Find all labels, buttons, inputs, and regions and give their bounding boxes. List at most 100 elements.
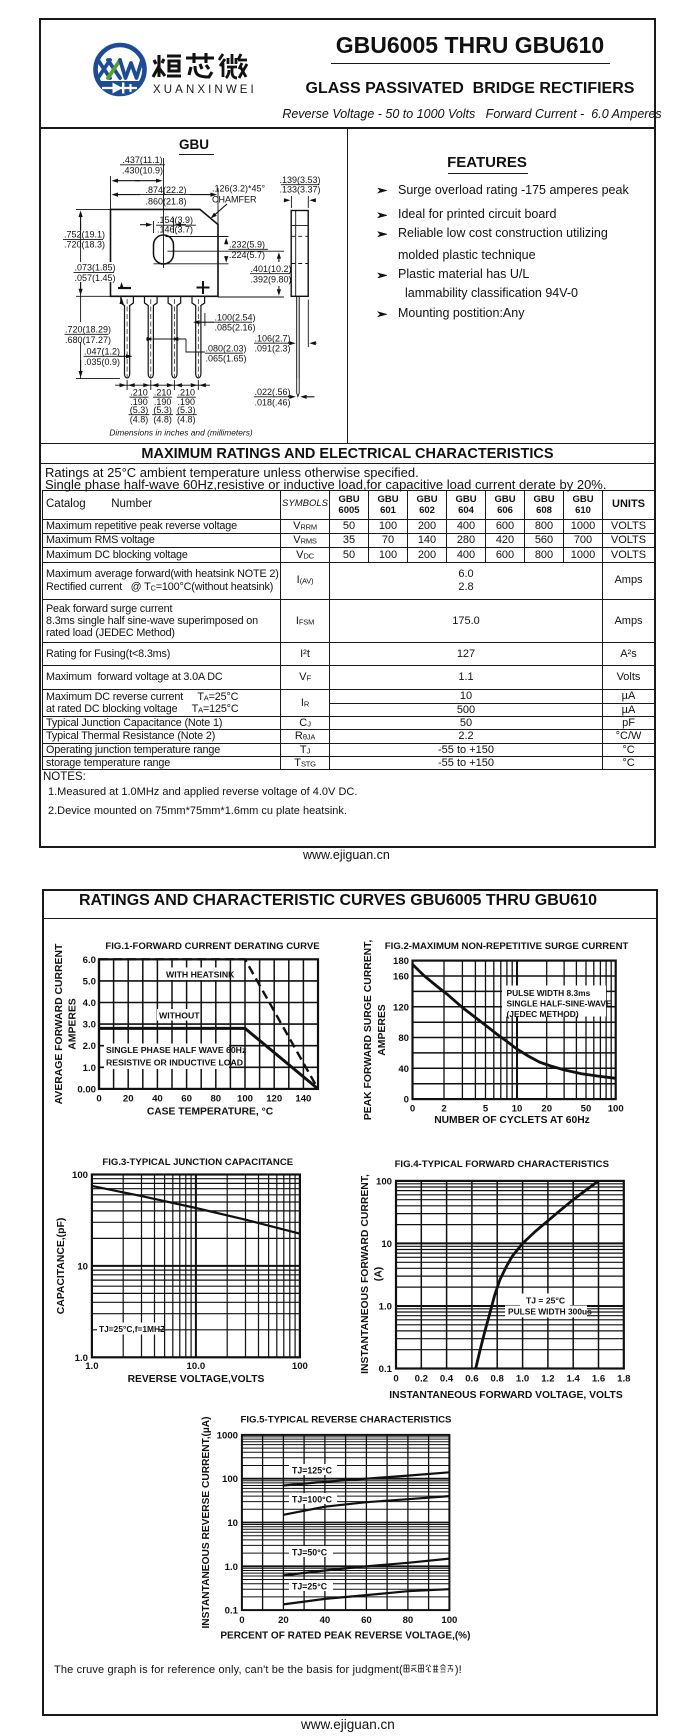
svg-text:0: 0 (393, 1374, 398, 1385)
svg-text:.065(1.65): .065(1.65) (206, 354, 247, 364)
svg-text:20: 20 (278, 1615, 289, 1626)
svg-text:(JEDEC METHOD): (JEDEC METHOD) (507, 1009, 579, 1019)
svg-text:100: 100 (608, 1104, 624, 1115)
svg-text:.057(1.45): .057(1.45) (75, 273, 116, 283)
svg-text:.232(5.9): .232(5.9) (229, 240, 265, 250)
svg-text:2: 2 (441, 1104, 446, 1115)
svg-text:TJ=50°C: TJ=50°C (292, 1548, 328, 1558)
svg-text:WITH HEATSINK: WITH HEATSINK (166, 970, 235, 980)
svg-text:0.1: 0.1 (225, 1606, 239, 1617)
svg-text:0.1: 0.1 (379, 1364, 393, 1375)
svg-text:10: 10 (381, 1239, 392, 1250)
svg-text:80: 80 (210, 1094, 221, 1105)
svg-text:100: 100 (72, 1170, 88, 1181)
svg-text:TJ=25°C,f=1MHZ: TJ=25°C,f=1MHZ (99, 1324, 165, 1334)
svg-text:.680(17.27): .680(17.27) (65, 335, 111, 345)
svg-text:.190: .190 (130, 397, 148, 407)
svg-text:.860(21.8): .860(21.8) (145, 197, 186, 207)
svg-text:.100(2.54): .100(2.54) (215, 312, 256, 322)
svg-text:5: 5 (483, 1104, 489, 1115)
svg-text:.106(2.7): .106(2.7) (255, 333, 291, 343)
svg-text:(4.8): (4.8) (153, 414, 172, 424)
svg-text:.073(1.85): .073(1.85) (75, 263, 116, 273)
svg-text:AVERAGE FORWARD CURRENT: AVERAGE FORWARD CURRENT (54, 943, 65, 1104)
svg-text:.080(2.03): .080(2.03) (206, 343, 247, 353)
svg-text:10: 10 (512, 1104, 523, 1115)
svg-text:.210: .210 (178, 387, 196, 397)
svg-text:100: 100 (237, 1094, 253, 1105)
svg-text:TJ=25°C: TJ=25°C (292, 1582, 328, 1592)
svg-text:6.0: 6.0 (83, 955, 96, 966)
svg-text:TJ=125°C: TJ=125°C (292, 1466, 333, 1476)
svg-text:0: 0 (239, 1615, 244, 1626)
svg-text:.091(2.3): .091(2.3) (255, 344, 291, 354)
svg-text:80: 80 (398, 1033, 409, 1044)
svg-text:1.8: 1.8 (617, 1374, 631, 1385)
svg-text:.190: .190 (154, 397, 172, 407)
svg-text:1.0: 1.0 (83, 1063, 96, 1074)
svg-text:1.0: 1.0 (516, 1374, 529, 1385)
svg-text:1.0: 1.0 (225, 1562, 238, 1573)
svg-text:.874(22.2): .874(22.2) (145, 185, 186, 195)
svg-text:60: 60 (361, 1615, 372, 1626)
svg-text:.752(19.1): .752(19.1) (64, 230, 105, 240)
svg-text:20: 20 (123, 1094, 134, 1105)
svg-text:100: 100 (292, 1361, 308, 1372)
svg-text:.720(18.3): .720(18.3) (64, 240, 105, 250)
svg-text:CASE TEMPERATURE, °C: CASE TEMPERATURE, °C (147, 1107, 274, 1118)
svg-text:.401(10.2): .401(10.2) (251, 264, 292, 274)
svg-text:(A): (A) (374, 1267, 385, 1281)
svg-text:120: 120 (266, 1094, 282, 1105)
svg-text:1.0: 1.0 (379, 1302, 392, 1313)
svg-text:40: 40 (152, 1094, 163, 1105)
svg-text:.133(3.37): .133(3.37) (279, 184, 320, 194)
svg-text:CHAMFER: CHAMFER (212, 195, 257, 205)
svg-text:PULSE WIDTH 8.3ms: PULSE WIDTH 8.3ms (507, 988, 591, 998)
svg-text:60: 60 (181, 1094, 192, 1105)
svg-text:FIG.2-MAXIMUM NON-REPETITIVE: FIG.2-MAXIMUM NON-REPETITIVE SURGE CURRE… (385, 941, 629, 952)
svg-text:.018(.46): .018(.46) (255, 397, 291, 407)
svg-text:.085(2.16): .085(2.16) (215, 323, 256, 333)
svg-text:40: 40 (320, 1615, 331, 1626)
svg-text:50: 50 (581, 1104, 592, 1115)
svg-text:.146(3.7): .146(3.7) (157, 225, 193, 235)
svg-text:FIG.4-TYPICAL FORWARD CHARACTE: FIG.4-TYPICAL FORWARD CHARACTERISTICS (395, 1159, 610, 1170)
svg-text:0: 0 (410, 1104, 415, 1115)
svg-text:.392(9.80): .392(9.80) (251, 274, 292, 284)
svg-text:AMPERES: AMPERES (377, 1004, 388, 1055)
svg-text:FIG.5-TYPICAL REVERSE CHARACTE: FIG.5-TYPICAL REVERSE CHARACTERISTICS (241, 1415, 453, 1426)
svg-text:0: 0 (96, 1094, 101, 1105)
svg-text:SINGLE PHASE HALF WAVE 60Hz: SINGLE PHASE HALF WAVE 60Hz (106, 1045, 247, 1055)
svg-text:(5.3): (5.3) (130, 405, 149, 415)
svg-text:180: 180 (393, 956, 409, 967)
svg-text:RESISTIVE OR INDUCTIVE LOAD: RESISTIVE OR INDUCTIVE LOAD (106, 1058, 243, 1068)
svg-text:1.4: 1.4 (567, 1374, 581, 1385)
svg-text:0.00: 0.00 (77, 1084, 96, 1095)
svg-text:10: 10 (77, 1261, 88, 1272)
svg-text:PEAK FORWARD SURGE CURRENT,: PEAK FORWARD SURGE CURRENT, (363, 940, 374, 1121)
svg-text:20: 20 (541, 1104, 552, 1115)
svg-text:120: 120 (393, 1002, 409, 1013)
svg-text:80: 80 (403, 1615, 414, 1626)
svg-text:.437(11.1): .437(11.1) (122, 155, 162, 165)
svg-text:.430(10.9): .430(10.9) (122, 166, 163, 176)
svg-text:NUMBER OF CYCLETS AT 60Hz: NUMBER OF CYCLETS AT 60Hz (434, 1115, 590, 1126)
svg-text:TJ = 25°C: TJ = 25°C (526, 1296, 565, 1306)
svg-text:1.6: 1.6 (592, 1374, 605, 1385)
svg-text:100: 100 (376, 1176, 392, 1187)
svg-text:.022(.56): .022(.56) (255, 387, 291, 397)
svg-text:INSTANTANEOUS REVERSE CURRENT,: INSTANTANEOUS REVERSE CURRENT,(µA) (201, 1416, 212, 1628)
svg-text:5.0: 5.0 (83, 976, 96, 987)
svg-text:.190: .190 (178, 397, 196, 407)
svg-text:FIG.1-FORWARD CURRENT DERATING: FIG.1-FORWARD CURRENT DERATING CURVE (105, 941, 320, 952)
svg-text:0.2: 0.2 (415, 1374, 428, 1385)
svg-text:3.0: 3.0 (83, 1020, 96, 1031)
svg-text:.126(3.2)*45°: .126(3.2)*45° (212, 184, 266, 194)
svg-text:140: 140 (295, 1094, 311, 1105)
svg-text:0.4: 0.4 (440, 1374, 454, 1385)
svg-text:4.0: 4.0 (83, 998, 96, 1009)
svg-text:0.8: 0.8 (491, 1374, 505, 1385)
svg-text:WITHOUT: WITHOUT (159, 1011, 200, 1021)
svg-text:(5.3): (5.3) (177, 405, 196, 415)
svg-text:.035(0.9): .035(0.9) (84, 357, 120, 367)
